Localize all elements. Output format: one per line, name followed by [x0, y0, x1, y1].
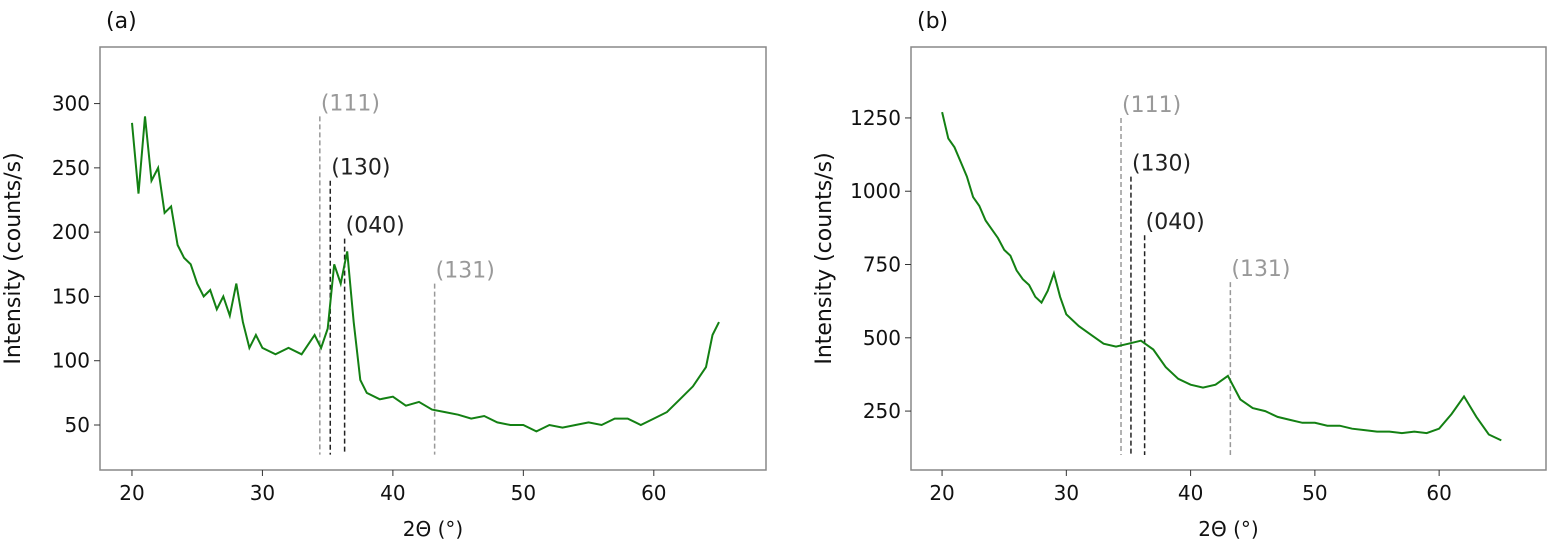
peak-label: (040) — [1146, 210, 1205, 235]
y-tick-label: 500 — [863, 326, 901, 350]
peak-label: (111) — [321, 91, 380, 116]
x-tick-label: 40 — [380, 481, 405, 505]
x-tick-label: 50 — [1302, 481, 1327, 505]
panel-label: (a) — [106, 9, 137, 34]
y-tick-label: 250 — [863, 399, 901, 423]
y-tick-label: 1250 — [850, 106, 901, 130]
y-axis-label: Intensity (counts/s) — [1, 152, 26, 364]
plot-frame — [99, 46, 767, 471]
y-tick-label: 100 — [52, 349, 90, 373]
x-tick-label: 30 — [1054, 481, 1079, 505]
x-tick-label: 20 — [929, 481, 954, 505]
y-axis-label: Intensity (counts/s) — [812, 152, 837, 364]
y-tick-label: 250 — [52, 156, 90, 180]
peak-label: (131) — [1231, 257, 1290, 282]
y-tick-label: 50 — [65, 413, 90, 437]
x-tick-label: 50 — [511, 481, 536, 505]
y-tick-label: 300 — [52, 92, 90, 116]
data-line — [131, 116, 720, 433]
peak-label: (111) — [1122, 93, 1181, 118]
panel-label: (b) — [917, 9, 948, 34]
x-axis-label: 2Θ (°) — [403, 517, 463, 541]
y-tick-label: 750 — [863, 253, 901, 277]
x-axis-label: 2Θ (°) — [1198, 517, 1258, 541]
peak-label: (131) — [436, 259, 495, 284]
x-tick-label: 30 — [250, 481, 275, 505]
x-tick-label: 20 — [119, 481, 144, 505]
peak-label: (130) — [1132, 152, 1191, 177]
y-tick-label: 1000 — [850, 179, 901, 203]
data-line — [941, 111, 1502, 442]
x-tick-label: 60 — [641, 481, 666, 505]
x-tick-label: 40 — [1178, 481, 1203, 505]
peak-label: (130) — [331, 156, 390, 181]
peak-label: (040) — [346, 214, 405, 239]
plot-frame — [910, 46, 1547, 471]
y-tick-label: 150 — [52, 284, 90, 308]
x-tick-label: 60 — [1426, 481, 1451, 505]
y-tick-label: 200 — [52, 220, 90, 244]
